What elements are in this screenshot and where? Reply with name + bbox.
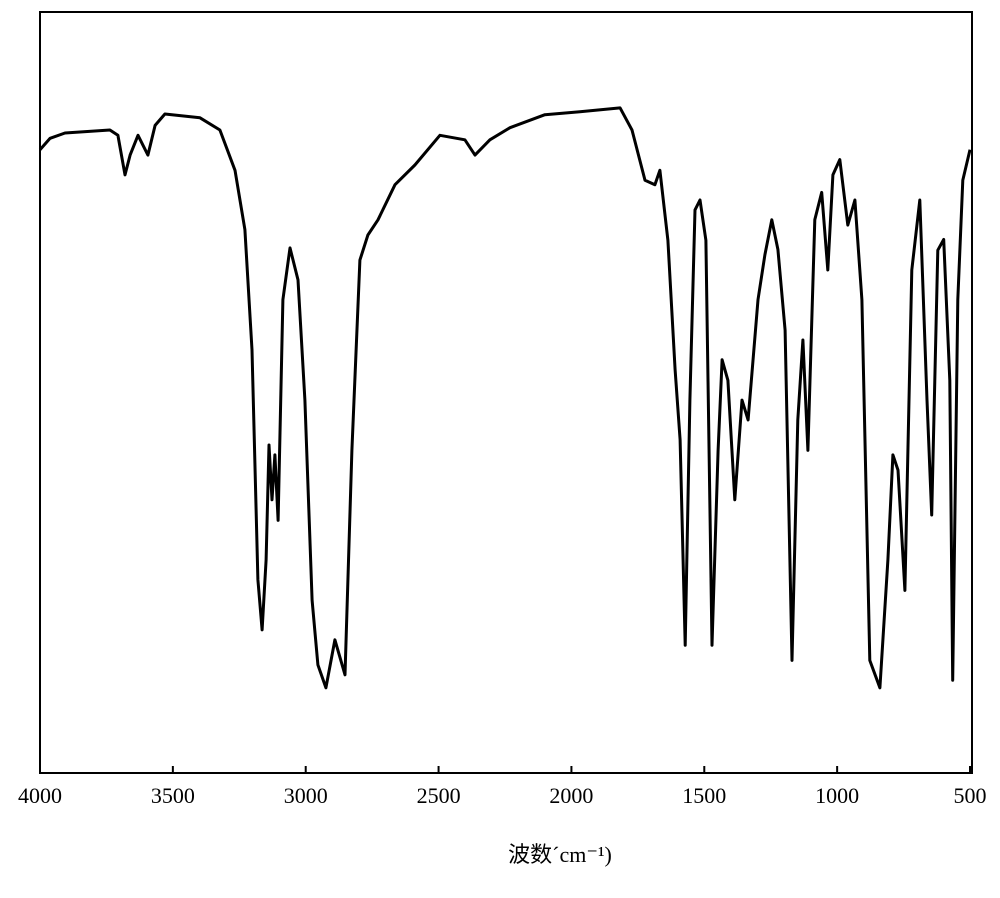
x-tick-label: 4000	[18, 783, 62, 808]
x-tick-label: 500	[954, 783, 987, 808]
spectrum-line	[38, 106, 972, 690]
x-tick-label: 1000	[815, 783, 859, 808]
plot-frame	[39, 11, 973, 774]
x-tick-label: 3000	[284, 783, 328, 808]
x-tick-label: 1500	[682, 783, 726, 808]
x-axis-label: 波数´cm⁻¹)	[508, 842, 612, 867]
x-tick-label: 2000	[549, 783, 593, 808]
x-tick-label: 3500	[151, 783, 195, 808]
x-tick-label: 2500	[417, 783, 461, 808]
